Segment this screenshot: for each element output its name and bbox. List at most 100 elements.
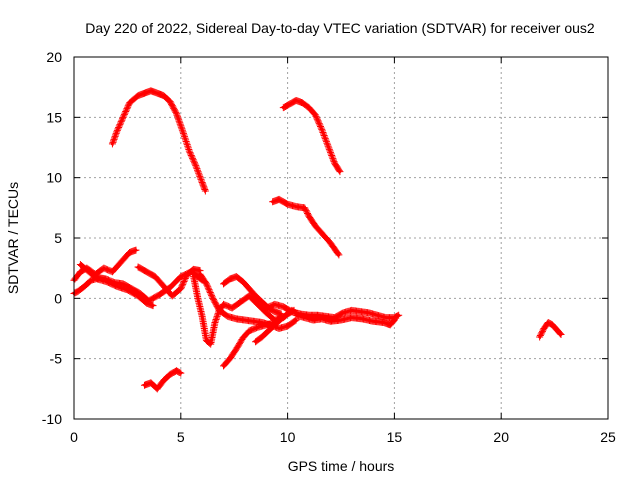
data-point bbox=[214, 311, 222, 319]
data-point bbox=[328, 152, 336, 160]
data-point bbox=[111, 132, 119, 140]
data-point bbox=[183, 141, 191, 149]
data-point bbox=[202, 280, 210, 288]
data-point bbox=[194, 168, 202, 176]
data-point bbox=[187, 151, 195, 159]
data-point bbox=[213, 314, 221, 322]
data-point bbox=[334, 250, 342, 258]
data-point bbox=[201, 187, 209, 195]
series-arc-d bbox=[70, 246, 140, 284]
data-point bbox=[174, 114, 182, 122]
x-tick-label: 5 bbox=[177, 429, 185, 445]
series-arc-n bbox=[292, 311, 398, 329]
data-point bbox=[313, 115, 321, 123]
series-arc-p bbox=[536, 318, 565, 341]
data-point bbox=[319, 128, 327, 136]
data-point bbox=[185, 146, 193, 154]
chart-title: Day 220 of 2022, Sidereal Day-to-day VTE… bbox=[85, 20, 595, 36]
y-tick-label: 10 bbox=[46, 170, 62, 186]
data-point bbox=[180, 131, 188, 139]
data-point bbox=[315, 120, 323, 128]
data-point bbox=[119, 113, 127, 121]
data-point bbox=[201, 186, 209, 194]
data-point bbox=[122, 108, 130, 116]
data-point bbox=[316, 123, 324, 131]
data-point bbox=[327, 148, 335, 156]
data-point bbox=[394, 312, 402, 320]
data-point bbox=[189, 156, 197, 164]
plot-frame bbox=[73, 56, 609, 420]
data-point bbox=[320, 132, 328, 140]
data-point bbox=[189, 154, 197, 162]
data-point bbox=[328, 153, 336, 161]
data-point bbox=[325, 144, 333, 152]
data-point bbox=[179, 129, 187, 137]
data-point bbox=[118, 115, 126, 123]
x-tick-label: 15 bbox=[387, 429, 403, 445]
data-point bbox=[325, 145, 333, 153]
data-point bbox=[176, 120, 184, 128]
data-point bbox=[178, 126, 186, 134]
data-point bbox=[115, 122, 123, 130]
data-point bbox=[175, 117, 183, 125]
data-point bbox=[205, 286, 213, 294]
data-point bbox=[322, 136, 330, 144]
x-tick-label: 0 bbox=[70, 429, 78, 445]
data-point bbox=[335, 251, 343, 259]
data-point bbox=[329, 155, 337, 163]
data-point bbox=[336, 168, 344, 176]
y-axis-label: SDTVAR / TECUs bbox=[5, 182, 21, 294]
data-point bbox=[188, 153, 196, 161]
data-point bbox=[190, 159, 198, 167]
data-point bbox=[132, 246, 140, 254]
data-point bbox=[182, 136, 190, 144]
data-point bbox=[111, 134, 119, 142]
data-point bbox=[195, 169, 203, 177]
data-point bbox=[291, 317, 299, 325]
data-point bbox=[114, 125, 122, 133]
data-point bbox=[110, 137, 118, 145]
data-point bbox=[110, 135, 118, 143]
data-points bbox=[70, 87, 565, 393]
data-point bbox=[120, 112, 128, 120]
data-point bbox=[211, 318, 219, 326]
data-point bbox=[185, 147, 193, 155]
data-point bbox=[316, 121, 324, 129]
data-point bbox=[121, 109, 129, 117]
series-arc-o bbox=[140, 367, 185, 393]
data-point bbox=[313, 114, 321, 122]
data-point bbox=[204, 284, 212, 292]
data-point bbox=[172, 108, 180, 116]
data-point bbox=[182, 137, 190, 145]
y-tick-label: 20 bbox=[46, 49, 62, 65]
data-point bbox=[193, 165, 201, 173]
data-point bbox=[191, 160, 199, 168]
x-tick-label: 25 bbox=[600, 429, 616, 445]
data-point bbox=[329, 156, 337, 164]
series-arc-j bbox=[220, 273, 285, 318]
data-point bbox=[177, 283, 185, 291]
grid bbox=[74, 57, 608, 419]
data-point bbox=[182, 273, 190, 281]
data-point bbox=[320, 130, 328, 138]
data-point bbox=[311, 111, 319, 119]
data-point bbox=[186, 149, 194, 157]
data-point bbox=[197, 175, 205, 183]
data-point bbox=[206, 289, 214, 297]
data-point bbox=[335, 166, 343, 174]
series-arc-k bbox=[220, 314, 285, 370]
data-point bbox=[109, 138, 117, 146]
data-point bbox=[124, 103, 132, 111]
data-point bbox=[195, 171, 203, 179]
data-point bbox=[190, 157, 198, 165]
x-axis-label: GPS time / hours bbox=[288, 458, 395, 474]
data-point bbox=[116, 121, 124, 129]
data-point bbox=[321, 135, 329, 143]
data-point bbox=[149, 302, 157, 310]
data-point bbox=[120, 110, 128, 118]
data-point bbox=[179, 128, 187, 136]
data-point bbox=[123, 105, 131, 113]
data-point bbox=[179, 279, 187, 287]
data-point bbox=[181, 134, 189, 142]
data-point bbox=[324, 142, 332, 150]
